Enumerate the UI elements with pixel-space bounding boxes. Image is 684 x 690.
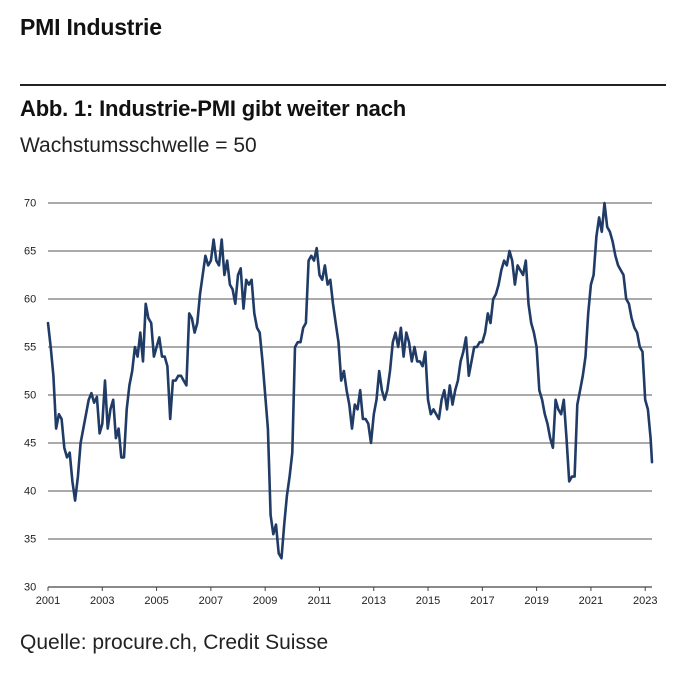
y-tick-label: 35 <box>24 534 36 546</box>
x-tick-label: 2001 <box>36 595 60 607</box>
x-tick-label: 2023 <box>633 595 657 607</box>
x-axis-tick-labels: 2001 2003 2005 2007 2009 2011 2013 2015 2017 2019… <box>36 587 657 607</box>
series-line-pmi <box>46 201 654 560</box>
x-tick-label: 2019 <box>524 595 548 607</box>
figure-source: Quelle: procure.ch, Credit Suisse <box>20 631 329 654</box>
y-axis-tick-labels: 30 35 40 45 50 55 60 65 70 <box>24 198 36 594</box>
y-tick-label: 30 <box>24 582 36 594</box>
x-tick-label: 2005 <box>144 595 168 607</box>
x-tick-label: 2003 <box>90 595 114 607</box>
section-divider <box>20 84 666 86</box>
x-tick-label: 2007 <box>199 595 223 607</box>
y-tick-label: 55 <box>24 342 36 354</box>
x-tick-label: 2011 <box>308 595 332 607</box>
y-tick-label: 70 <box>24 198 36 210</box>
y-tick-label: 65 <box>24 246 36 258</box>
x-tick-label: 2015 <box>416 595 440 607</box>
figure-subtitle: Wachstumsschwelle = 50 <box>20 134 257 157</box>
y-tick-label: 50 <box>24 390 36 402</box>
section-title: PMI Industrie <box>20 14 162 40</box>
x-tick-label: 2017 <box>470 595 494 607</box>
y-tick-label: 40 <box>24 486 36 498</box>
chart-series <box>46 201 654 560</box>
x-tick-label: 2021 <box>579 595 603 607</box>
chart-gridlines <box>48 202 652 588</box>
x-tick-label: 2013 <box>362 595 386 607</box>
y-tick-label: 45 <box>24 438 36 450</box>
y-tick-label: 60 <box>24 294 36 306</box>
x-tick-label: 2009 <box>253 595 277 607</box>
figure-title: Abb. 1: Industrie-PMI gibt weiter nach <box>20 96 406 121</box>
